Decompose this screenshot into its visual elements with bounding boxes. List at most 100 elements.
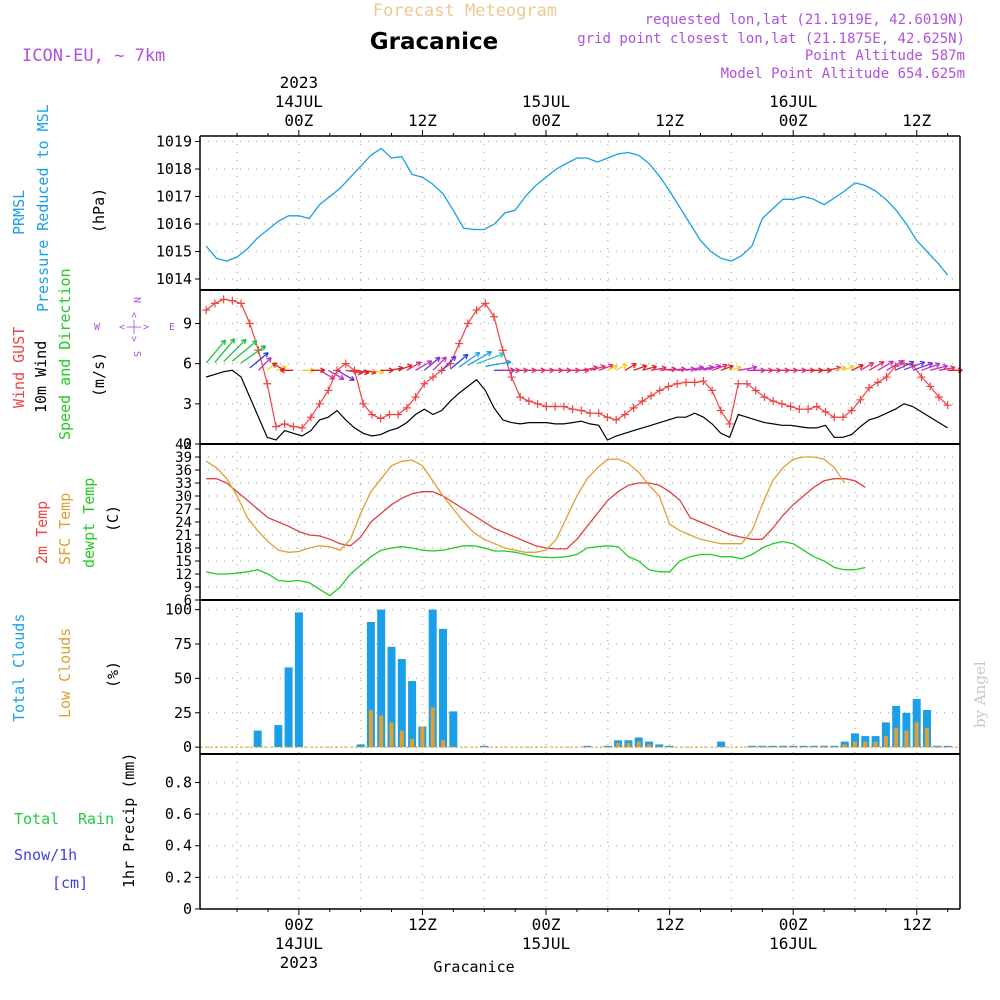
gust-marker (280, 419, 289, 428)
wind-direction-arrow (467, 351, 492, 366)
cloud-tick-label: 100 (165, 601, 192, 619)
gust-marker (830, 413, 839, 422)
gust-marker (708, 386, 717, 395)
time-label-bottom: 12Z (902, 915, 931, 934)
temp-tick-label: 42 (175, 437, 192, 453)
time-label-bottom: 14JUL (275, 934, 323, 953)
precip-unit: 1hr Precip (mm) (120, 753, 138, 888)
total-cloud-bar (253, 730, 262, 748)
wind-unit: (m/s) (90, 352, 108, 397)
gust-marker (455, 339, 464, 348)
wind-direction-arrow (729, 365, 742, 372)
wind-direction-arrow (476, 352, 505, 365)
low-cloud-bar (925, 727, 929, 748)
wind-direction-arrow (711, 363, 728, 371)
gust-marker (402, 403, 411, 412)
gust-marker (751, 386, 760, 395)
total-cloud-bar (645, 741, 653, 748)
wind-direction-arrow (441, 355, 457, 371)
time-label-bottom: 15JUL (522, 934, 570, 953)
total-cloud-bar (758, 745, 767, 748)
wind-direction-arrow (240, 345, 267, 364)
gust-marker (237, 299, 246, 308)
cloud-tick-label: 25 (174, 704, 192, 722)
wind-direction-arrow (449, 353, 469, 370)
temp-tick-label: 27 (175, 502, 192, 518)
total-cloud-bar (655, 744, 664, 748)
pressure-tick-label: 1016 (156, 215, 192, 233)
total-cloud-bar (851, 733, 859, 748)
total-cloud-bar (366, 622, 375, 748)
temp-unit: (C) (104, 505, 122, 532)
pressure-tick-label: 1018 (156, 160, 192, 178)
gust-marker (516, 393, 525, 402)
gust-line (205, 298, 949, 429)
wind-label-10m: 10m Wind (32, 341, 50, 413)
gust-marker (542, 402, 551, 411)
total-cloud-bar (809, 745, 818, 748)
low-cloud-bar (636, 741, 641, 748)
wind-direction-arrow (912, 361, 934, 371)
wind-direction-arrow (319, 369, 336, 380)
wind-direction-arrow (895, 360, 915, 371)
wind-direction-arrow (327, 369, 345, 380)
cloud-label-total: Total Clouds (10, 614, 28, 722)
wind-direction-arrow (432, 356, 447, 371)
gust-marker (585, 409, 594, 418)
wind-direction-arrow (903, 360, 926, 371)
low-cloud-bar (441, 740, 445, 748)
wind-speed-line (206, 369, 948, 441)
precip-tick-label: 0.8 (165, 773, 192, 791)
gust-marker (507, 373, 516, 382)
gust-marker (367, 410, 376, 419)
low-cloud-bar (647, 744, 651, 748)
gust-marker (551, 402, 560, 411)
pressure-unit: (hPa) (90, 188, 108, 233)
precip-tick-label: 0 (183, 900, 192, 918)
temp-dewpoint-line (206, 540, 866, 597)
low-cloud-bar (368, 710, 373, 748)
cloud-label-low: Low Clouds (56, 628, 74, 718)
total-cloud-bar (892, 705, 901, 748)
gust-marker (524, 397, 533, 406)
temp-2m-line (206, 478, 866, 550)
gust-marker (821, 407, 830, 416)
precip-tick-label: 0.6 (165, 805, 192, 823)
gust-marker (673, 379, 682, 388)
wind-label-gust: Wind GUST (10, 327, 28, 408)
cloud-tick-label: 50 (174, 669, 192, 687)
total-cloud-bar (830, 745, 839, 748)
temp-tick-label: 30 (175, 489, 192, 505)
total-cloud-bar (603, 745, 612, 748)
wind-direction-arrow (249, 351, 269, 369)
gust-marker (228, 296, 237, 305)
gust-marker (568, 405, 577, 414)
pressure-label-1: PRMSL (10, 190, 28, 235)
temp-tick-label: 12 (175, 567, 192, 583)
wind-direction-arrow (615, 363, 628, 371)
time-label-bottom: 00Z (284, 915, 313, 934)
compass-icon: N S W E <-|-> <-|-> (94, 297, 175, 357)
location-title: Gracanice (370, 29, 498, 55)
gust-marker (263, 379, 272, 388)
gust-marker (725, 419, 734, 428)
model-name: ICON-EU, ~ 7km (22, 46, 165, 66)
low-cloud-bar (399, 730, 404, 748)
compass-north: N (131, 297, 142, 303)
low-cloud-bar (853, 741, 857, 748)
low-cloud-bar (842, 744, 847, 748)
cloud-tick-label: 75 (174, 635, 192, 653)
low-cloud-bar (863, 741, 868, 748)
wind-direction-arrow (336, 369, 355, 381)
wind-direction-arrow (223, 338, 247, 363)
total-cloud-bar (820, 745, 829, 748)
cloud-labels: Total Clouds Low Clouds (%) (10, 614, 122, 722)
temperature-labels: 2m Temp SFC Temp dewpt Temp (C) (33, 478, 122, 568)
time-label-bottom: 00Z (532, 915, 561, 934)
low-cloud-bar (904, 730, 909, 748)
wind-direction-arrow (581, 365, 599, 372)
wind-direction-arrow (231, 340, 258, 362)
temp-label-2m: 2m Temp (33, 501, 51, 564)
gust-marker (594, 409, 603, 418)
